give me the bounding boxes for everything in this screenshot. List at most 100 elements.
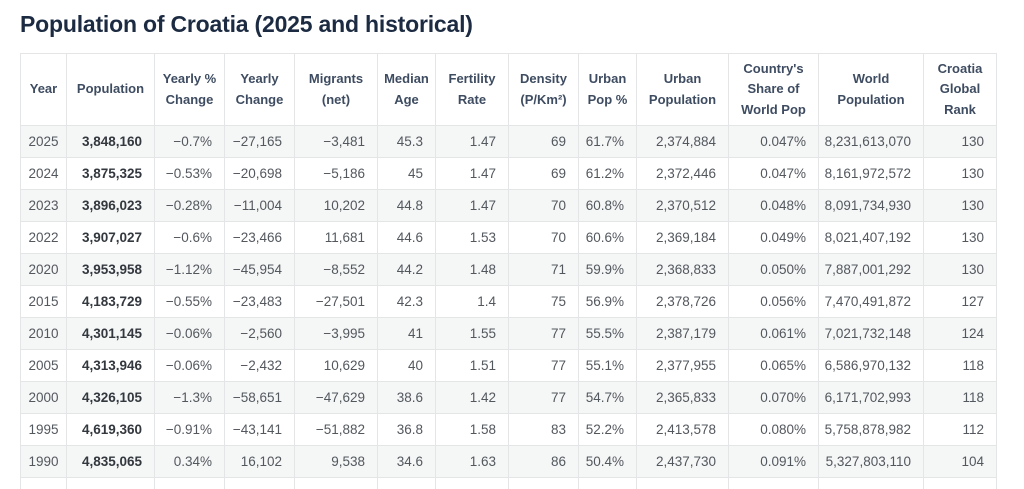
cell-population: 3,875,325	[66, 157, 155, 190]
cell-median-age: 38.6	[377, 381, 436, 414]
col-header-urban-population: Urban Population	[636, 53, 729, 126]
cell-population: 3,896,023	[66, 189, 155, 222]
cell-croatia-global-rank: 127	[923, 285, 997, 318]
cell-year: 2010	[20, 317, 67, 350]
population-table-wrap: Year Population Yearly % Change Yearly C…	[20, 53, 1024, 489]
cell-density: 69	[508, 157, 579, 190]
cell-empty	[578, 477, 637, 489]
cell-fertility-rate: 1.48	[435, 253, 509, 286]
cell-empty	[224, 477, 295, 489]
population-table-body: 2025 3,848,160 −0.7% −27,165 −3,481 45.3 1.47 6…	[20, 125, 997, 489]
col-header-population: Population	[66, 53, 155, 126]
col-header-world-population: World Population	[818, 53, 924, 126]
cell-urban-population: 2,370,512	[636, 189, 729, 222]
cell-croatia-global-rank: 124	[923, 317, 997, 350]
cell-year: 2000	[20, 381, 67, 414]
cell-fertility-rate: 1.58	[435, 413, 509, 446]
cell-country-share-world-pop: 0.047%	[728, 157, 819, 190]
cell-urban-population: 2,369,184	[636, 221, 729, 254]
cell-yearly-change: 16,102	[224, 445, 295, 478]
cell-country-share-world-pop: 0.056%	[728, 285, 819, 318]
cell-world-population: 8,021,407,192	[818, 221, 924, 254]
cell-population: 3,907,027	[66, 221, 155, 254]
cell-population: 4,183,729	[66, 285, 155, 318]
col-header-year: Year	[20, 53, 67, 126]
cell-croatia-global-rank: 104	[923, 445, 997, 478]
cell-median-age: 45	[377, 157, 436, 190]
cell-country-share-world-pop: 0.049%	[728, 221, 819, 254]
cell-urban-pop-pct: 56.9%	[578, 285, 637, 318]
cell-empty	[154, 477, 225, 489]
cell-empty	[818, 477, 924, 489]
cell-urban-population: 2,374,884	[636, 125, 729, 158]
cell-migrants-net: −47,629	[294, 381, 378, 414]
cell-world-population: 7,021,732,148	[818, 317, 924, 350]
cell-yearly-pct-change: −0.6%	[154, 221, 225, 254]
cell-fertility-rate: 1.4	[435, 285, 509, 318]
table-row: 2005 4,313,946 −0.06% −2,432 10,629 40 1.51 77 5…	[20, 349, 997, 382]
cell-fertility-rate: 1.42	[435, 381, 509, 414]
table-row-partial	[20, 477, 997, 489]
cell-density: 83	[508, 413, 579, 446]
col-header-migrants-net: Migrants (net)	[294, 53, 378, 126]
table-row: 2000 4,326,105 −1.3% −58,651 −47,629 38.6 1.42…	[20, 381, 997, 414]
cell-country-share-world-pop: 0.080%	[728, 413, 819, 446]
cell-empty	[435, 477, 509, 489]
cell-year: 2020	[20, 253, 67, 286]
cell-migrants-net: −51,882	[294, 413, 378, 446]
cell-urban-population: 2,378,726	[636, 285, 729, 318]
cell-density: 77	[508, 349, 579, 382]
cell-density: 75	[508, 285, 579, 318]
cell-yearly-change: −11,004	[224, 189, 295, 222]
cell-country-share-world-pop: 0.070%	[728, 381, 819, 414]
cell-year: 2015	[20, 285, 67, 318]
cell-migrants-net: −27,501	[294, 285, 378, 318]
cell-population: 3,953,958	[66, 253, 155, 286]
cell-yearly-change: −27,165	[224, 125, 295, 158]
cell-urban-population: 2,365,833	[636, 381, 729, 414]
col-header-yearly-pct-change: Yearly % Change	[154, 53, 225, 126]
cell-density: 70	[508, 189, 579, 222]
cell-world-population: 8,161,972,572	[818, 157, 924, 190]
cell-croatia-global-rank: 130	[923, 157, 997, 190]
cell-empty	[636, 477, 729, 489]
cell-population: 4,301,145	[66, 317, 155, 350]
cell-fertility-rate: 1.47	[435, 125, 509, 158]
cell-density: 77	[508, 317, 579, 350]
cell-country-share-world-pop: 0.050%	[728, 253, 819, 286]
cell-urban-pop-pct: 61.7%	[578, 125, 637, 158]
cell-migrants-net: 10,629	[294, 349, 378, 382]
cell-yearly-pct-change: −1.12%	[154, 253, 225, 286]
cell-urban-pop-pct: 55.1%	[578, 349, 637, 382]
cell-fertility-rate: 1.51	[435, 349, 509, 382]
cell-world-population: 7,470,491,872	[818, 285, 924, 318]
table-row: 2023 3,896,023 −0.28% −11,004 10,202 44.8 1.47…	[20, 189, 997, 222]
cell-empty	[377, 477, 436, 489]
cell-density: 71	[508, 253, 579, 286]
cell-croatia-global-rank: 130	[923, 221, 997, 254]
cell-country-share-world-pop: 0.048%	[728, 189, 819, 222]
col-header-yearly-change: Yearly Change	[224, 53, 295, 126]
cell-yearly-pct-change: −0.53%	[154, 157, 225, 190]
cell-density: 70	[508, 221, 579, 254]
cell-fertility-rate: 1.63	[435, 445, 509, 478]
cell-yearly-pct-change: −1.3%	[154, 381, 225, 414]
cell-croatia-global-rank: 130	[923, 125, 997, 158]
table-row: 2010 4,301,145 −0.06% −2,560 −3,995 41 1.55 77 5…	[20, 317, 997, 350]
cell-median-age: 42.3	[377, 285, 436, 318]
cell-year: 2023	[20, 189, 67, 222]
cell-yearly-pct-change: −0.91%	[154, 413, 225, 446]
cell-fertility-rate: 1.53	[435, 221, 509, 254]
cell-urban-pop-pct: 52.2%	[578, 413, 637, 446]
cell-yearly-change: −58,651	[224, 381, 295, 414]
cell-fertility-rate: 1.47	[435, 189, 509, 222]
cell-urban-pop-pct: 55.5%	[578, 317, 637, 350]
cell-migrants-net: 10,202	[294, 189, 378, 222]
cell-yearly-change: −45,954	[224, 253, 295, 286]
cell-year: 2025	[20, 125, 67, 158]
cell-year: 1990	[20, 445, 67, 478]
col-header-fertility-rate: Fertility Rate	[435, 53, 509, 126]
cell-fertility-rate: 1.55	[435, 317, 509, 350]
cell-yearly-change: −20,698	[224, 157, 295, 190]
